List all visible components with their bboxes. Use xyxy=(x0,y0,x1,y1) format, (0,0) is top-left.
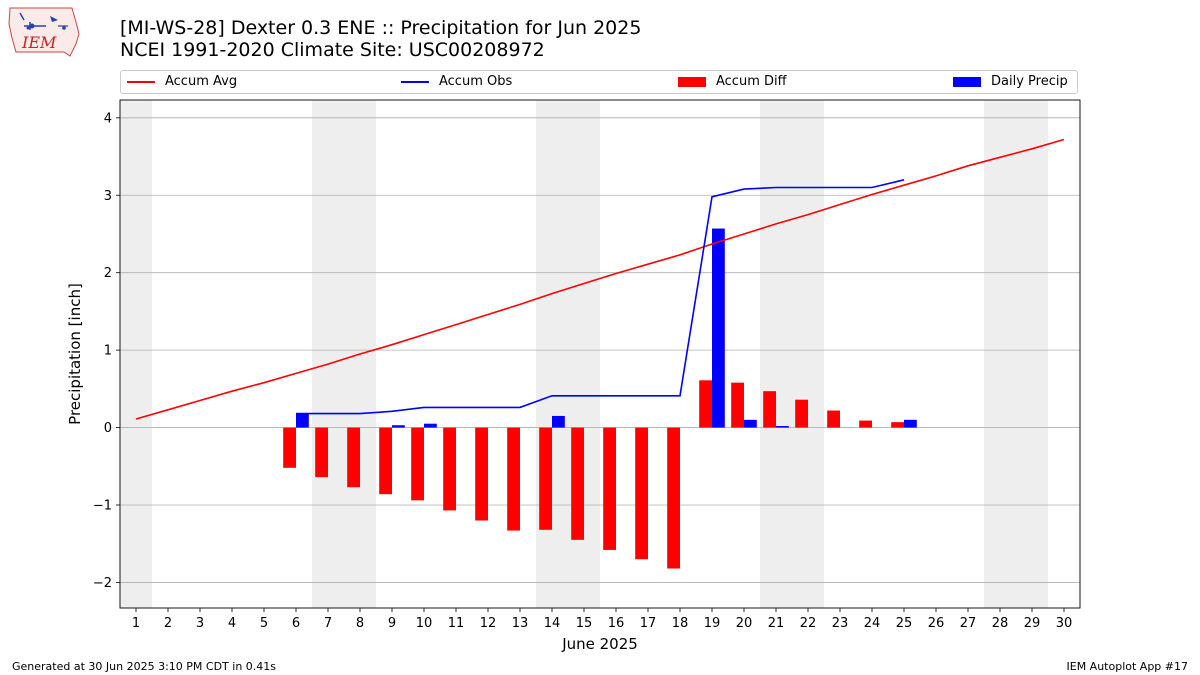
legend-item-accum-avg: Accum Avg xyxy=(127,74,237,89)
y-tick-label: 3 xyxy=(104,189,112,204)
daily-precip-bar-21 xyxy=(776,426,789,428)
accum-diff-bar-14 xyxy=(539,427,552,530)
accum-diff-bar-25 xyxy=(891,422,904,428)
accum-diff-bar-17 xyxy=(635,427,648,560)
y-axis-label: Precipitation [inch] xyxy=(66,283,84,425)
legend-swatch-daily-precip xyxy=(953,76,981,87)
x-tick-label: 7 xyxy=(324,616,332,631)
accum-diff-bar-16 xyxy=(603,427,616,550)
x-tick-label: 18 xyxy=(672,616,689,631)
x-tick-label: 10 xyxy=(416,616,433,631)
accum-diff-bar-7 xyxy=(315,427,328,478)
accum-obs-line xyxy=(296,179,905,415)
x-tick-label: 14 xyxy=(544,616,561,631)
accum-diff-bar-20 xyxy=(731,382,744,428)
x-tick-label: 19 xyxy=(704,616,721,631)
legend-swatch-accum-avg xyxy=(127,80,155,83)
x-tick-label: 29 xyxy=(1024,616,1041,631)
accum-diff-bar-22 xyxy=(795,399,808,428)
legend-item-accum-diff: Accum Diff xyxy=(678,74,787,89)
legend-label-accum-avg: Accum Avg xyxy=(165,74,238,89)
iem-logo: IEM xyxy=(6,4,82,60)
daily-precip-bar-10 xyxy=(424,423,437,428)
x-tick-label: 26 xyxy=(928,616,945,631)
weekend-shade-29 xyxy=(1016,100,1048,608)
chart-legend: Accum Avg Accum Obs Accum Diff Daily Pre… xyxy=(120,70,1078,94)
daily-precip-bar-9 xyxy=(392,425,405,428)
y-tick-label: 4 xyxy=(104,111,112,126)
footer-app-label: IEM Autoplot App #17 xyxy=(1066,660,1189,673)
x-tick-label: 28 xyxy=(992,616,1009,631)
legend-swatch-accum-obs xyxy=(401,80,429,83)
x-tick-label: 25 xyxy=(896,616,913,631)
weekend-shade-1 xyxy=(120,100,152,608)
iem-logo-text: IEM xyxy=(21,33,57,52)
x-tick-label: 5 xyxy=(260,616,268,631)
x-tick-label: 24 xyxy=(864,616,881,631)
legend-item-daily-precip: Daily Precip xyxy=(953,74,1068,89)
x-tick-label: 4 xyxy=(228,616,236,631)
accum-diff-bar-19 xyxy=(699,380,712,428)
accum-diff-bar-10 xyxy=(411,427,424,501)
legend-label-daily-precip: Daily Precip xyxy=(991,74,1068,89)
legend-label-accum-diff: Accum Diff xyxy=(716,74,787,89)
x-tick-label: 22 xyxy=(800,616,817,631)
chart-subtitle: NCEI 1991-2020 Climate Site: USC00208972 xyxy=(120,39,545,61)
x-tick-label: 20 xyxy=(736,616,753,631)
accum-diff-bar-18 xyxy=(667,427,680,569)
footer-generated-text: Generated at 30 Jun 2025 3:10 PM CDT in … xyxy=(12,660,277,673)
accum-diff-bar-21 xyxy=(763,391,776,428)
weekend-shade-28 xyxy=(984,100,1016,608)
accum-diff-bar-24 xyxy=(859,420,872,428)
x-tick-label: 13 xyxy=(512,616,529,631)
x-tick-label: 6 xyxy=(292,616,300,631)
x-tick-label: 9 xyxy=(388,616,396,631)
y-tick-label: −1 xyxy=(93,499,112,514)
x-tick-label: 15 xyxy=(576,616,593,631)
plot-frame xyxy=(119,99,1081,609)
y-tick-label: 1 xyxy=(104,344,112,359)
x-tick-label: 8 xyxy=(356,616,364,631)
x-tick-label: 3 xyxy=(196,616,204,631)
accum-diff-bar-12 xyxy=(475,427,488,521)
legend-label-accum-obs: Accum Obs xyxy=(439,74,513,89)
daily-precip-bar-6 xyxy=(296,413,309,428)
legend-item-accum-obs: Accum Obs xyxy=(401,74,512,89)
accum-avg-line xyxy=(135,138,1065,420)
x-tick-label: 16 xyxy=(608,616,625,631)
daily-precip-bar-14 xyxy=(552,415,565,428)
y-tick-label: 2 xyxy=(104,266,112,281)
x-tick-label: 12 xyxy=(480,616,497,631)
accum-diff-bar-13 xyxy=(507,427,520,531)
daily-precip-bar-19 xyxy=(712,228,725,428)
x-tick-label: 2 xyxy=(164,616,172,631)
x-axis-label: June 2025 xyxy=(561,635,638,653)
accum-diff-bar-8 xyxy=(347,427,360,488)
y-tick-label: 0 xyxy=(104,421,112,436)
x-tick-label: 27 xyxy=(960,616,977,631)
accum-diff-bar-9 xyxy=(379,427,392,495)
legend-swatch-accum-diff xyxy=(678,76,706,87)
x-tick-label: 1 xyxy=(132,616,140,631)
accum-diff-bar-11 xyxy=(443,427,456,511)
accum-diff-bar-23 xyxy=(827,410,840,428)
daily-precip-bar-20 xyxy=(744,419,757,428)
accum-diff-bar-6 xyxy=(283,427,296,468)
x-tick-label: 23 xyxy=(832,616,849,631)
weekend-shade-22 xyxy=(792,100,824,608)
daily-precip-bar-25 xyxy=(904,419,917,428)
accum-diff-bar-15 xyxy=(571,427,584,540)
x-tick-label: 11 xyxy=(448,616,465,631)
x-tick-label: 30 xyxy=(1056,616,1073,631)
weekend-shade-21 xyxy=(760,100,792,608)
y-tick-label: −2 xyxy=(93,576,112,591)
weekend-shade-14 xyxy=(536,100,568,608)
weekend-shade-7 xyxy=(312,100,344,608)
x-tick-label: 17 xyxy=(640,616,657,631)
chart-title: [MI-WS-28] Dexter 0.3 ENE :: Precipitati… xyxy=(120,17,642,39)
x-tick-label: 21 xyxy=(768,616,785,631)
